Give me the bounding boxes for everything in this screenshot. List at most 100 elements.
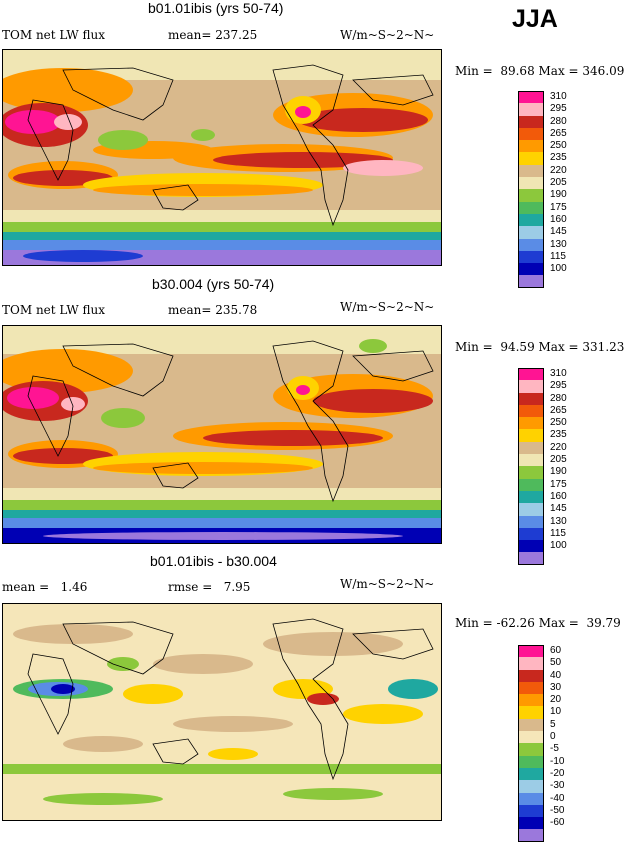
legend-label: 190 <box>550 189 567 201</box>
legend-label: 20 <box>550 694 562 706</box>
legend-swatch <box>518 380 544 393</box>
panel-1-mean: mean= 237.25 <box>168 28 258 42</box>
legend-label: -50 <box>550 804 565 816</box>
legend-label: -30 <box>550 780 565 792</box>
legend-swatch <box>518 694 544 707</box>
legend-swatch <box>518 466 544 479</box>
legend-label: -10 <box>550 755 565 767</box>
legend-label: 280 <box>550 392 567 404</box>
legend-label: -60 <box>550 817 565 829</box>
legend-label: 235 <box>550 152 567 164</box>
legend-swatch <box>518 792 544 805</box>
legend-swatch <box>518 115 544 128</box>
legend-swatch <box>518 743 544 756</box>
legend-label: 115 <box>550 250 566 262</box>
panel-2-field-label: TOM net LW flux <box>2 303 105 317</box>
legend-label: 175 <box>550 201 567 213</box>
legend-swatch <box>518 441 544 455</box>
legend-swatch <box>518 731 544 744</box>
legend-swatch <box>518 817 544 830</box>
legend-swatch <box>518 706 544 719</box>
legend-swatch <box>518 681 544 695</box>
legend-label: 30 <box>550 681 562 693</box>
legend-swatch <box>518 404 544 418</box>
panel-3-minmax: Min = -62.26 Max = 39.79 <box>455 616 621 630</box>
legend-label: 0 <box>550 731 556 743</box>
legend-label: 115 <box>550 527 566 539</box>
legend-label: 100 <box>550 540 567 552</box>
legend-swatch <box>518 164 544 178</box>
panel-2-mean: mean= 235.78 <box>168 303 258 317</box>
legend-label: -40 <box>550 792 565 804</box>
legend-swatch <box>518 127 544 141</box>
legend-label: 190 <box>550 466 567 478</box>
legend-label: -5 <box>550 743 559 755</box>
panel-2-map <box>2 325 442 544</box>
panel-1-units: W/m~S~2~N~ <box>340 28 435 42</box>
panel-3-units: W/m~S~2~N~ <box>340 577 435 591</box>
legend-swatch <box>518 804 544 818</box>
legend-label: 5 <box>550 718 556 730</box>
legend-swatch <box>518 503 544 516</box>
legend-label: 10 <box>550 706 562 718</box>
legend-swatch <box>518 417 544 430</box>
legend-swatch <box>518 780 544 793</box>
legend-label: 60 <box>550 645 562 656</box>
legend-label: -20 <box>550 767 565 779</box>
legend-swatch <box>518 540 544 553</box>
panel-3-title: b01.01ibis - b30.004 <box>150 553 277 569</box>
legend-swatch <box>518 152 544 165</box>
legend-swatch <box>518 490 544 504</box>
legend-swatch <box>518 250 544 264</box>
legend-label: 250 <box>550 140 567 152</box>
legend-swatch <box>518 755 544 768</box>
panel-3-mean: mean = 1.46 <box>2 580 88 594</box>
legend-swatch <box>518 657 544 670</box>
legend-swatch <box>518 552 544 565</box>
legend-label: 175 <box>550 478 567 490</box>
legend-label: 205 <box>550 177 567 189</box>
legend-swatch <box>518 91 544 104</box>
legend-label: 145 <box>550 503 567 515</box>
legend-swatch <box>518 201 544 214</box>
panel-1-title: b01.01ibis (yrs 50-74) <box>148 0 284 16</box>
panel-2-minmax: Min = 94.59 Max = 331.23 <box>455 340 625 354</box>
legend-swatch <box>518 226 544 239</box>
legend-swatch <box>518 829 544 842</box>
legend-swatch <box>518 515 544 528</box>
legend-swatch <box>518 238 544 251</box>
legend-label: 295 <box>550 380 567 392</box>
legend-label: 50 <box>550 657 562 669</box>
season-label: JJA <box>512 5 558 33</box>
panel-3-rmse: rmse = 7.95 <box>168 580 251 594</box>
legend-label: 310 <box>550 91 567 102</box>
legend-label: 265 <box>550 404 567 416</box>
legend-label: 145 <box>550 226 567 238</box>
legend-swatch <box>518 263 544 276</box>
legend-label: 280 <box>550 115 567 127</box>
legend-label: 160 <box>550 490 567 502</box>
legend-label: 235 <box>550 429 567 441</box>
legend-swatch <box>518 368 544 381</box>
panel-1-field-label: TOM net LW flux <box>2 28 105 42</box>
legend-swatch <box>518 645 544 658</box>
legend-swatch <box>518 189 544 202</box>
legend-label: 265 <box>550 127 567 139</box>
legend-label: 220 <box>550 441 567 453</box>
legend-label: 310 <box>550 368 567 379</box>
legend-swatch <box>518 527 544 541</box>
panel-3-map <box>2 603 442 821</box>
legend-swatch <box>518 767 544 781</box>
legend-swatch <box>518 478 544 491</box>
legend-label: 220 <box>550 164 567 176</box>
legend-label: 160 <box>550 213 567 225</box>
legend-swatch <box>518 103 544 116</box>
legend-label: 295 <box>550 103 567 115</box>
panel-1-map <box>2 49 442 266</box>
legend-label: 250 <box>550 417 567 429</box>
legend-label: 40 <box>550 669 562 681</box>
legend-swatch <box>518 429 544 442</box>
legend-swatch <box>518 392 544 405</box>
legend-label: 130 <box>550 515 567 527</box>
legend-swatch <box>518 177 544 190</box>
